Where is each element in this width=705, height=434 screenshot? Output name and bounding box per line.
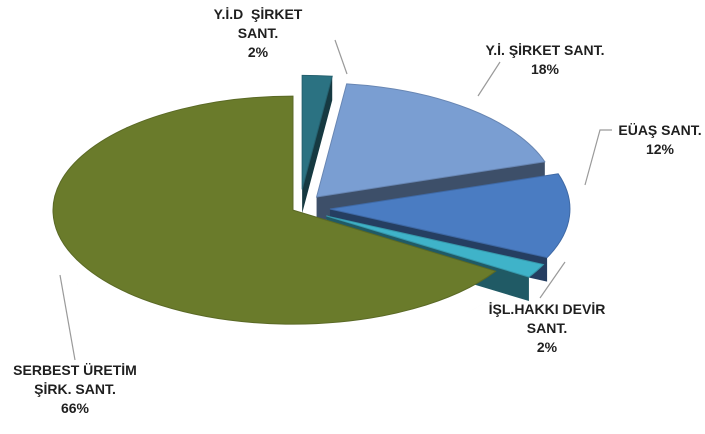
value-label: 2% bbox=[536, 339, 558, 355]
leader-line bbox=[477, 61, 501, 97]
value-label: 66% bbox=[60, 400, 90, 416]
slice bbox=[301, 74, 333, 190]
value-label: 12% bbox=[645, 141, 675, 157]
leader-lines bbox=[59, 39, 612, 361]
category-label: Y.İ. ŞİRKET SANT. bbox=[485, 42, 605, 58]
leader-line bbox=[539, 261, 566, 299]
leader-line bbox=[59, 274, 76, 361]
category-label: EÜAŞ SANT. bbox=[618, 122, 702, 138]
category-label: İŞL.HAKKI DEVİR SANT. bbox=[488, 301, 610, 336]
slice bbox=[326, 215, 545, 278]
slice bbox=[52, 95, 497, 325]
slice-label: Y.İ.D ŞİRKET SANT. 2% bbox=[201, 5, 316, 62]
category-label: SERBEST ÜRETİM ŞİRK. SANT. bbox=[13, 362, 141, 397]
value-label: 18% bbox=[530, 61, 560, 77]
slice-label: Y.İ. ŞİRKET SANT. 18% bbox=[460, 41, 630, 79]
slice-label: EÜAŞ SANT. 12% bbox=[610, 121, 705, 159]
leader-line bbox=[584, 129, 612, 186]
leader-line bbox=[334, 39, 348, 75]
slice bbox=[315, 83, 546, 198]
value-label: 2% bbox=[247, 44, 269, 60]
slice-label: İŞL.HAKKI DEVİR SANT. 2% bbox=[480, 300, 615, 357]
slice-label: SERBEST ÜRETİM ŞİRK. SANT. 66% bbox=[5, 361, 145, 418]
slice bbox=[329, 173, 571, 259]
category-label: Y.İ.D ŞİRKET SANT. bbox=[213, 6, 307, 41]
